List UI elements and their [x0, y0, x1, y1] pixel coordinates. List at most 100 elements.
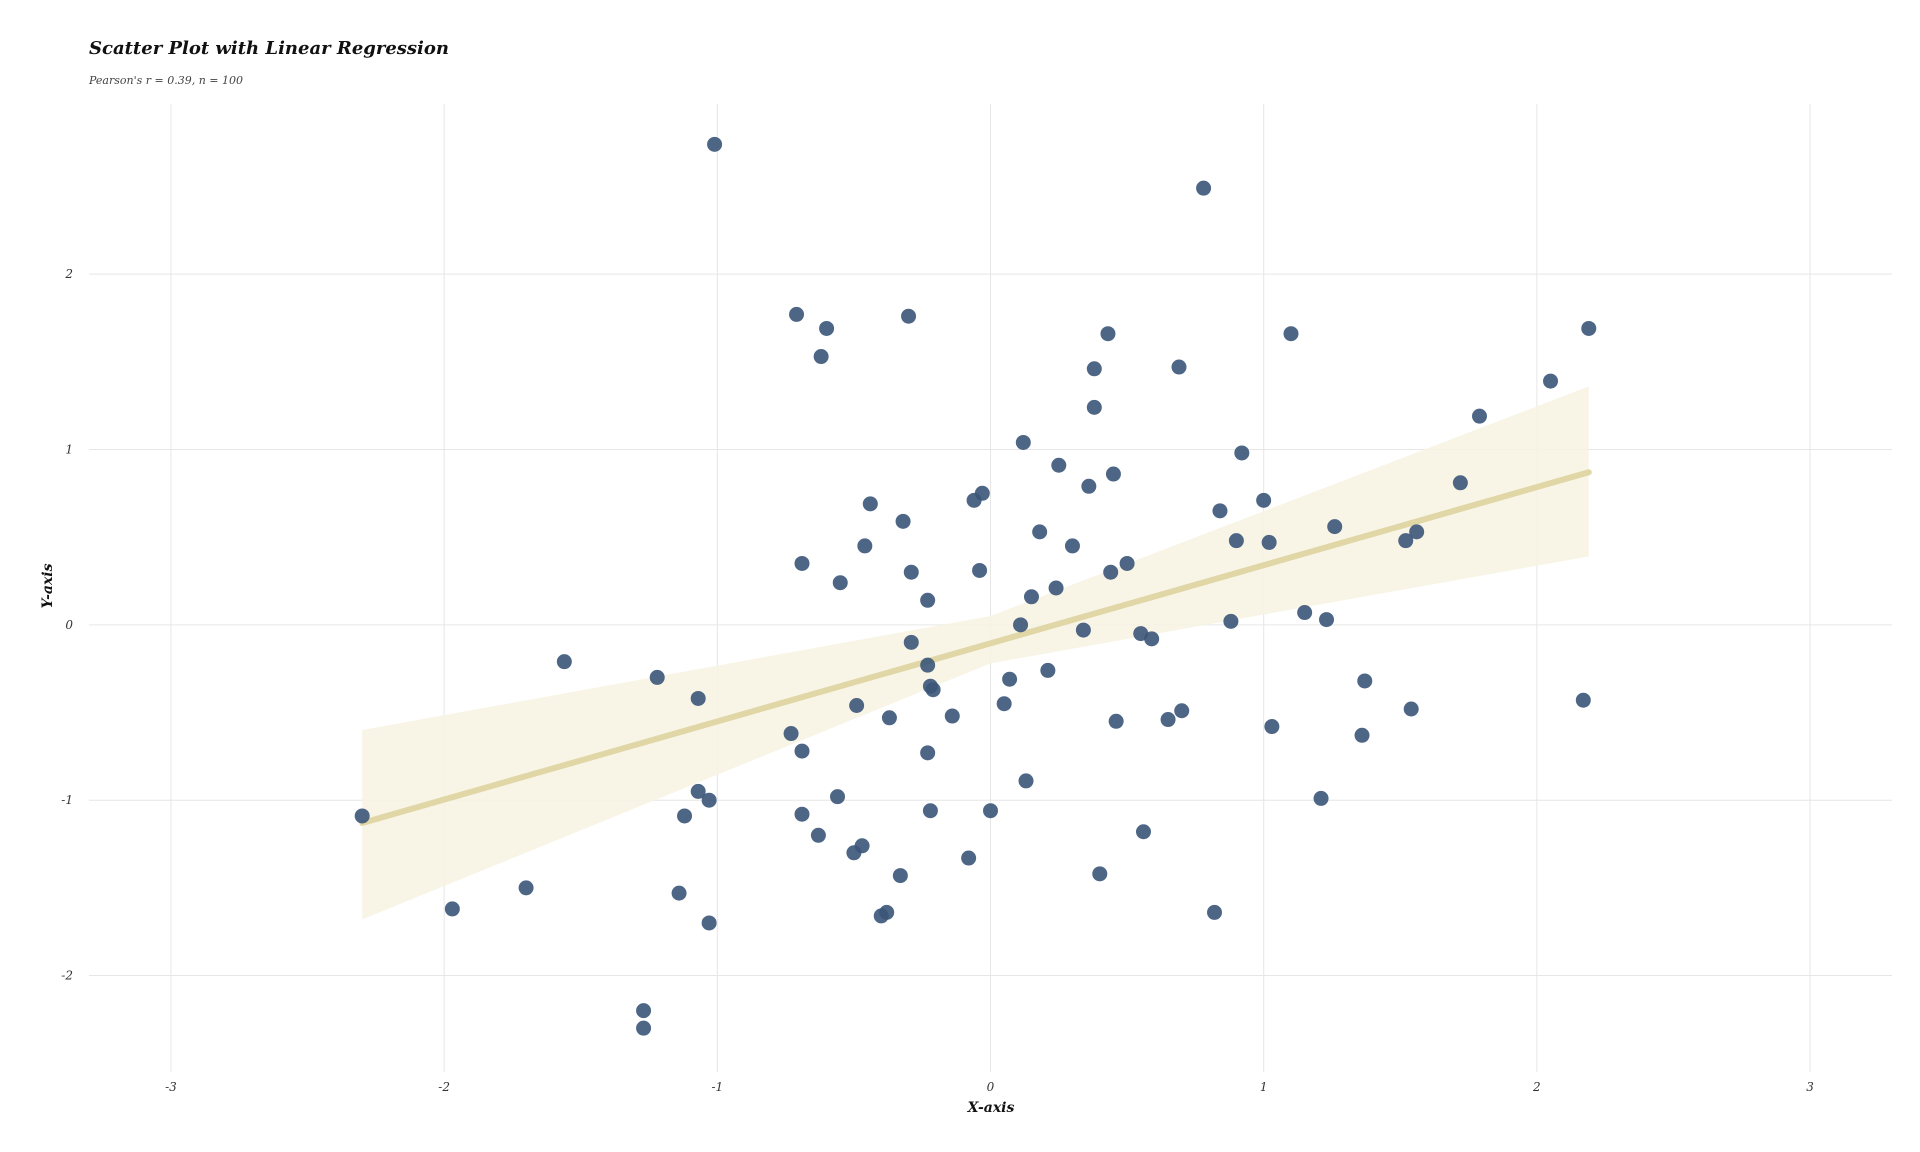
chart-subtitle: Pearson's r = 0.39, n = 100: [88, 74, 243, 87]
data-point: [862, 496, 878, 512]
x-tick-label: 2: [1532, 1080, 1541, 1094]
data-point: [922, 803, 938, 819]
data-point: [983, 803, 998, 819]
data-point: [1092, 866, 1108, 882]
y-tick-label: 0: [65, 618, 73, 632]
data-point: [649, 669, 665, 685]
data-point: [1319, 612, 1335, 628]
data-point: [1075, 622, 1091, 638]
y-axis-label: Y-axis: [40, 563, 56, 608]
data-point: [1228, 533, 1244, 549]
data-point: [707, 136, 723, 152]
data-point: [789, 306, 805, 322]
data-point: [961, 850, 977, 866]
data-point: [1234, 445, 1250, 461]
data-point: [895, 513, 911, 529]
data-point: [1283, 326, 1299, 342]
data-point: [1103, 564, 1119, 580]
data-point: [1174, 703, 1190, 719]
data-point: [903, 564, 919, 580]
data-point: [1409, 524, 1425, 540]
data-point: [1064, 538, 1080, 554]
data-point: [1081, 478, 1097, 494]
data-point: [1135, 824, 1151, 840]
data-point: [1105, 466, 1121, 482]
data-point: [1471, 408, 1487, 424]
data-point: [1040, 662, 1056, 678]
chart-title: Scatter Plot with Linear Regression: [89, 38, 449, 59]
y-tick-label: -2: [61, 969, 73, 983]
data-point: [636, 1003, 652, 1019]
x-tick-label: -1: [711, 1080, 723, 1094]
data-point: [996, 696, 1012, 712]
data-point: [966, 492, 982, 508]
confidence-band: [362, 386, 1589, 920]
data-point: [920, 592, 936, 608]
data-point: [1398, 533, 1414, 549]
data-point: [701, 915, 717, 931]
data-point: [881, 710, 897, 726]
data-point: [1581, 320, 1597, 336]
data-point: [1086, 399, 1102, 415]
x-tick-label: 1: [1260, 1080, 1268, 1094]
data-point: [518, 880, 534, 896]
data-point: [944, 708, 960, 724]
data-point: [794, 555, 810, 571]
data-point: [857, 538, 873, 554]
data-point: [1212, 503, 1228, 519]
data-point: [1018, 773, 1034, 789]
data-point: [873, 908, 889, 924]
data-point: [819, 320, 835, 336]
data-point: [1160, 712, 1176, 728]
data-point: [830, 789, 846, 805]
data-point: [354, 808, 370, 824]
data-point: [920, 745, 936, 761]
data-point: [1032, 524, 1048, 540]
data-point: [1543, 373, 1559, 389]
data-point: [1452, 475, 1468, 491]
data-point: [690, 783, 706, 799]
data-point: [1297, 605, 1313, 621]
regression-line: [359, 469, 1592, 826]
data-point: [444, 901, 460, 917]
data-point: [1002, 671, 1018, 687]
regression-line-layer: [359, 469, 1592, 826]
data-point: [1196, 180, 1212, 196]
x-tick-label: -2: [438, 1080, 450, 1094]
data-point: [1013, 617, 1029, 633]
data-point: [832, 575, 848, 591]
y-tick-label: -1: [61, 793, 73, 807]
data-point: [1256, 492, 1272, 508]
data-point: [1575, 692, 1591, 708]
data-point: [846, 845, 862, 861]
data-point: [1100, 326, 1116, 342]
data-point: [690, 690, 706, 706]
data-point: [1327, 519, 1343, 535]
data-point: [1403, 701, 1419, 717]
data-point: [903, 634, 919, 650]
confidence-band-layer: [362, 386, 1589, 920]
data-point: [1144, 631, 1160, 647]
x-axis-label: X-axis: [967, 1100, 1015, 1116]
data-point: [677, 808, 693, 824]
data-point: [671, 885, 687, 901]
x-tick-label: 3: [1806, 1080, 1814, 1094]
data-point: [1223, 613, 1239, 629]
data-point: [1023, 589, 1039, 605]
x-tick-label: 0: [987, 1080, 995, 1094]
data-point: [556, 654, 572, 670]
data-point: [1119, 555, 1135, 571]
y-tick-label: 1: [65, 442, 73, 456]
data-point: [1015, 434, 1031, 450]
data-point: [636, 1020, 652, 1036]
data-point: [1313, 790, 1329, 806]
data-point: [920, 657, 936, 673]
data-point: [1207, 904, 1223, 920]
grid: [89, 104, 1892, 1072]
y-tick-label: 2: [64, 267, 73, 281]
data-point: [892, 868, 908, 884]
points-layer: [354, 136, 1597, 1036]
data-point: [1051, 457, 1067, 473]
